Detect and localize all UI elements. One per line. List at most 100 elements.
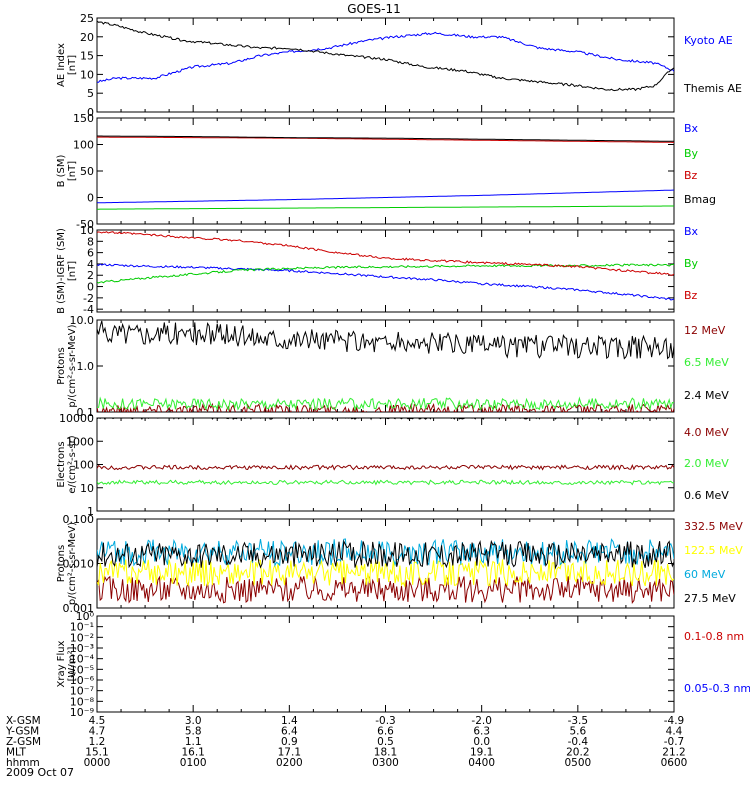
y-tick-label: 10⁻⁸ [70,695,95,708]
series-line-60-mev [97,538,674,568]
y-tick-label: 10 [80,482,94,495]
y-axis-label: Xray Flux [56,640,67,687]
y-tick-label: 6 [87,247,94,260]
panel-bsm: -50 0 50 100 150 B (SM) [nT] Bx By Bz Bmag [56,112,716,231]
series-group [97,231,674,301]
series-line-bz [97,136,674,143]
panel-electrons: 1 10 100 1000 10000 Electrons e/(cm²-s-sr) 4.0 … [56,412,729,518]
legend-entry: 12 MeV [684,324,726,337]
y-tick-label: 8 [87,235,94,248]
y-axis-label: [W/m²] [67,646,78,681]
y-axis-label: B (SM)-IGRF (SM) [56,228,67,314]
series-group [97,20,674,92]
y-axis-label: AE Index [56,43,67,87]
series-line-bx [97,189,674,204]
y-axis-label: Protons [56,347,67,384]
ephemeris-value: 19.1 [470,747,493,759]
ephemeris-value: 0300 [372,757,399,769]
legend-entry: 0.05-0.3 nm [684,682,750,695]
ephemeris-value: 0.9 [281,736,298,748]
y-tick-label: 10⁰ [76,610,95,623]
ephemeris-value: 1.2 [89,736,106,748]
ephemeris-value: 0.0 [473,736,490,748]
legend-entry: Themis AE [683,82,742,95]
y-tick-label: 50 [80,165,94,178]
legend-entry: By [684,257,699,270]
legend-entry: 0.6 MeV [684,489,729,502]
series-line-bmag [97,135,674,142]
ephemeris-value: 0500 [564,757,591,769]
y-tick-label: 0 [87,192,94,205]
legend-entry: Bmag [684,193,716,206]
panel-ae: 0 5 10 15 20 25 AE Index [nT] Kyoto AE Themis AE [56,12,742,119]
panel-protons-low: 0.1 1.0 10.0 Protons p/(cm²-s-sr-MeV) 12 MeV 6… [56,314,729,419]
ephemeris-value: 0600 [661,757,688,769]
legend-entry: Bz [684,169,698,182]
y-axis-label: Electrons [56,441,67,487]
y-axis-label: [nT] [67,161,78,181]
ephemeris-value: 0200 [276,757,303,769]
series-line-themis-ae [97,20,674,92]
series-group [97,418,674,486]
ephemeris-value: 5.8 [185,726,202,738]
legend-entry: By [684,147,699,160]
ephemeris-value: -0.4 [568,736,589,748]
y-tick-label: 10 [80,224,94,237]
y-tick-label: 10⁻³ [70,642,94,655]
y-tick-label: 1 [87,505,94,518]
ephemeris-value: 0.5 [377,736,394,748]
ephemeris-value: 3.0 [185,715,202,727]
y-tick-label: -4 [83,303,94,316]
legend-entry: 60 MeV [684,568,726,581]
ephemeris-value: -4.9 [664,715,685,727]
ephemeris-row-label: MLT [6,747,26,759]
y-tick-label: 2 [87,269,94,282]
panel-frame [96,319,675,413]
y-axis-label: [nT] [67,261,78,281]
ephemeris-value: 6.3 [473,726,490,738]
y-tick-label: 150 [73,112,94,125]
y-tick-label: 15 [80,50,94,63]
date-label: 2009 Oct 07 [6,766,74,779]
ephemeris-value: 0100 [180,757,207,769]
y-tick-label: 10⁻⁹ [70,706,94,719]
ephemeris-value: 4.5 [89,715,106,727]
x-axis-table: X-GSM 4.5 3.0 1.4 -0.3 -2.0 -3.5 -4.9 Y-GSM 4.7 5.… [5,715,687,769]
y-tick-label: 0 [87,281,94,294]
y-tick-label: 10⁻⁵ [70,663,94,676]
y-tick-label: 10000 [59,412,94,425]
y-tick-label: 100 [73,139,94,152]
y-tick-label: 4 [87,258,94,271]
series-line-6-5-mev [97,396,674,412]
y-tick-label: 10⁻² [70,631,94,644]
y-tick-label: 10 [80,68,94,81]
y-tick-label: 0 [87,106,94,119]
legend-entry: Bx [684,122,699,135]
y-axis-label: [nT] [67,55,78,75]
ephemeris-value: 6.6 [377,726,394,738]
ephemeris-value: 16.1 [181,747,204,759]
plot-title: GOES-11 [347,2,401,16]
ephemeris-value: 6.4 [281,726,298,738]
y-axis-label: B (SM) [56,154,67,187]
y-tick-label: 100 [73,459,94,472]
legend-entry: 122.5 MeV [684,544,743,557]
ephemeris-row-label: hhmm [6,757,40,769]
ephemeris-value: 18.1 [374,747,397,759]
panel-frame [96,229,675,313]
y-tick-label: 0.1 [77,406,95,419]
legend-entry: 4.0 MeV [684,426,729,439]
series-line-kyoto-ae [97,31,674,83]
y-tick-label: 1000 [66,435,94,448]
series-line-bz [97,231,674,276]
series-line-4-0-mev [97,463,674,471]
y-axis-label: p/(cm²-s-sr-MeV) [67,324,78,407]
ephemeris-value: 5.6 [569,726,586,738]
legend-entry: Bx [684,225,699,238]
y-tick-label: 0.100 [63,513,95,526]
ephemeris-value: 1.1 [185,736,202,748]
ephemeris-value: 21.2 [662,747,685,759]
series-line-0-6-mev [97,418,672,421]
ephemeris-row-label: X-GSM [6,715,41,727]
